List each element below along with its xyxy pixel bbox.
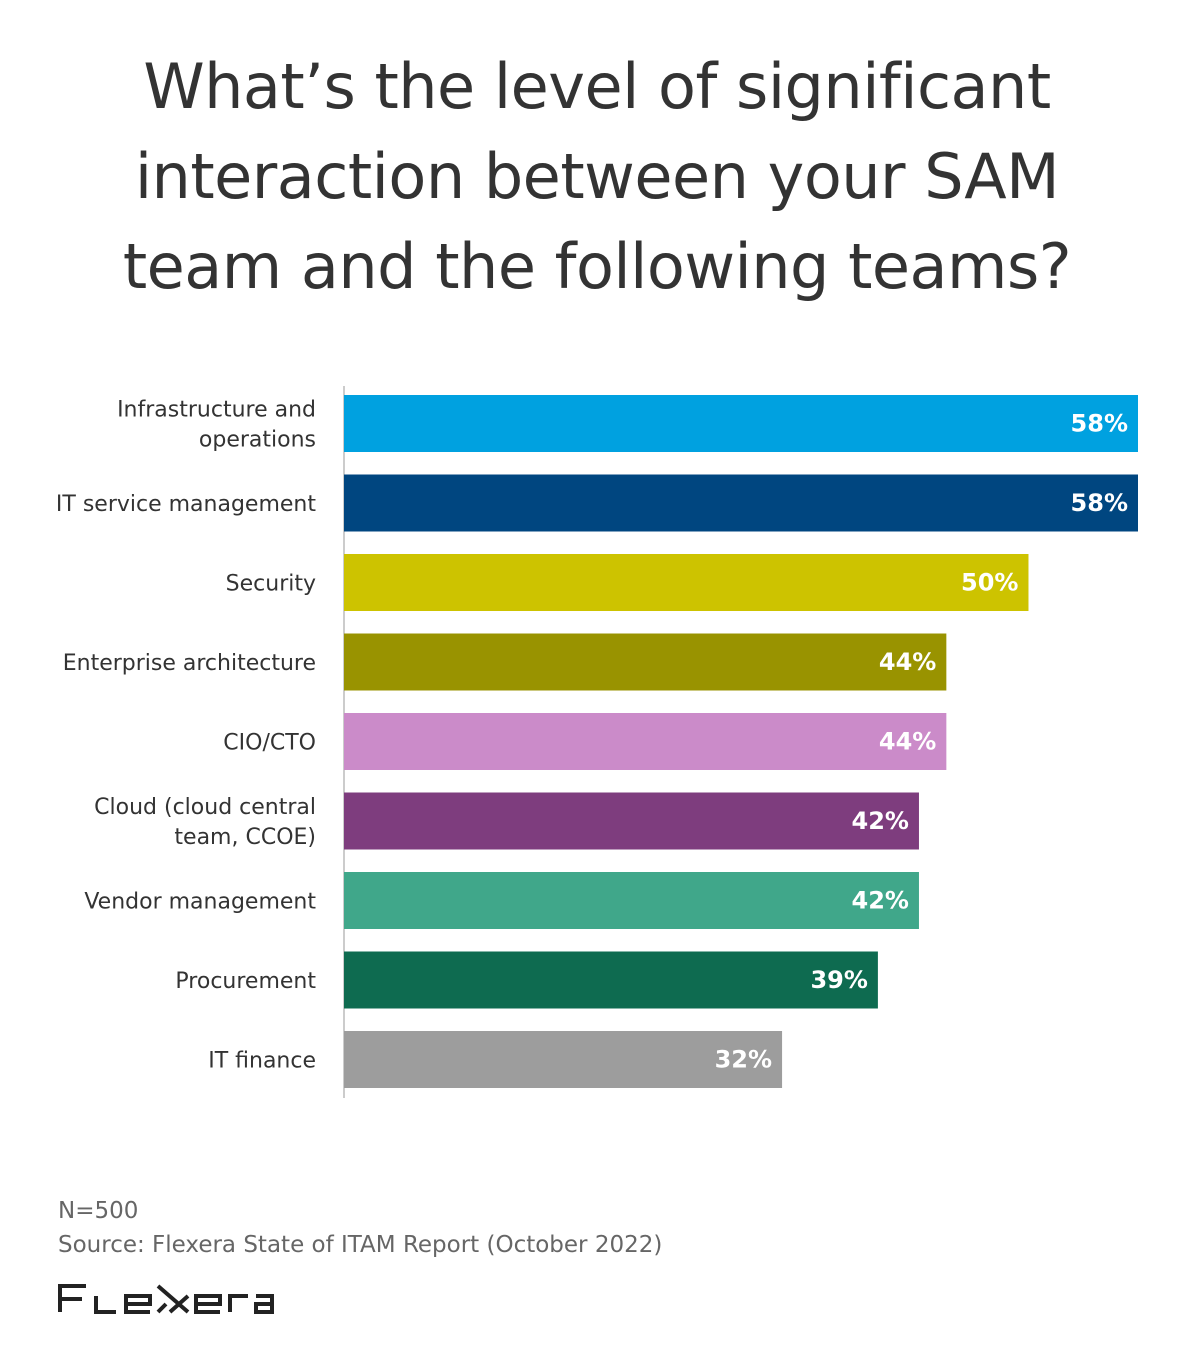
- category-label: team, CCOE): [174, 825, 316, 850]
- bar-value-label: 58%: [1071, 489, 1128, 517]
- bar: [344, 474, 1138, 532]
- bar: [344, 792, 919, 850]
- bar-value-label: 42%: [852, 807, 909, 835]
- source-note: Source: Flexera State of ITAM Report (Oc…: [58, 1232, 663, 1258]
- title-line: What’s the level of significant: [143, 50, 1051, 123]
- category-label: operations: [199, 428, 316, 453]
- bar: [344, 395, 1138, 452]
- bar: [344, 713, 947, 770]
- bar-value-label: 44%: [879, 648, 936, 676]
- title-line: interaction between your SAM: [134, 140, 1060, 213]
- category-label: Cloud (cloud central: [94, 795, 316, 820]
- category-label: IT finance: [208, 1049, 316, 1074]
- bar-value-label: 58%: [1071, 410, 1128, 438]
- bar: [344, 1031, 783, 1088]
- bar-value-label: 32%: [715, 1046, 772, 1074]
- category-label: CIO/CTO: [223, 731, 316, 756]
- chart-title: What’s the level of significant interact…: [0, 42, 1194, 312]
- flexera-logo: [58, 1284, 274, 1314]
- category-label: Procurement: [175, 969, 316, 994]
- sample-size: N=500: [58, 1198, 139, 1224]
- category-label: Security: [226, 572, 316, 597]
- bar: [344, 951, 878, 1009]
- bar: [344, 633, 947, 691]
- category-label: Enterprise architecture: [63, 651, 316, 676]
- bar: [344, 554, 1029, 611]
- bar-value-label: 50%: [961, 569, 1018, 597]
- bar-value-label: 39%: [810, 966, 867, 994]
- bar: [344, 872, 919, 929]
- title-line: team and the following teams?: [122, 230, 1072, 303]
- bar-value-label: 44%: [879, 728, 936, 756]
- bar-value-label: 42%: [852, 887, 909, 915]
- category-label: IT service management: [56, 492, 316, 517]
- category-label: Vendor management: [84, 890, 316, 915]
- category-label: Infrastructure and: [117, 398, 316, 423]
